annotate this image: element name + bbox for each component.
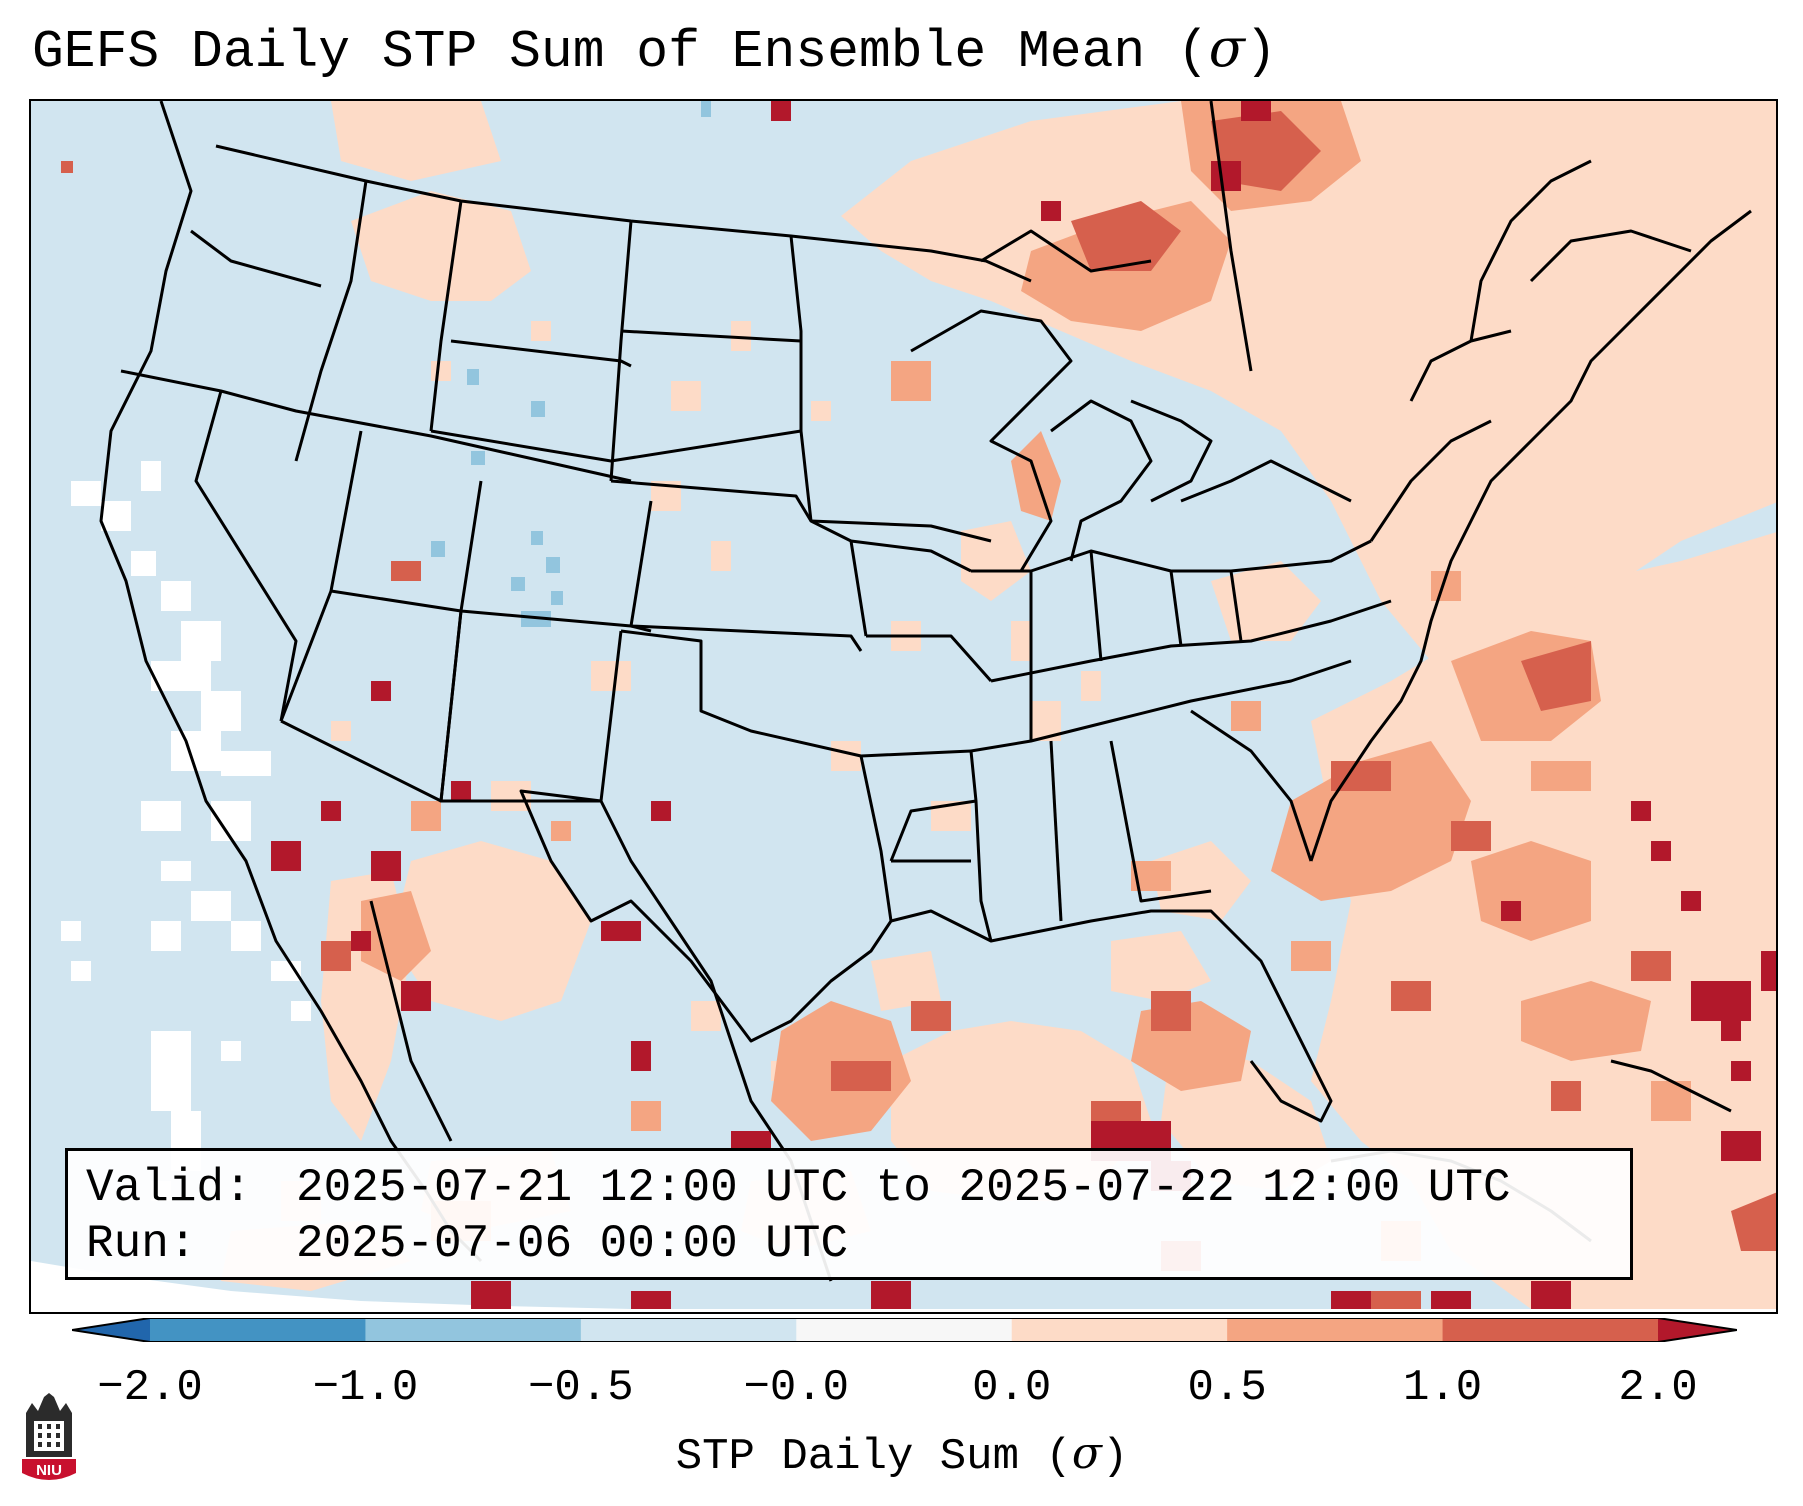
logo-shield [22, 1459, 76, 1480]
colorbar-over-extension [1658, 1318, 1737, 1342]
colorbar-bin-1 [365, 1318, 582, 1342]
colorbar-tick-label: −1.0 [312, 1363, 419, 1413]
map-panel [29, 99, 1778, 1314]
colorbar-tick-label: 0.0 [972, 1363, 1052, 1413]
colorbar-tick-label: −0.5 [528, 1363, 634, 1413]
colorbar-tick-label: 0.5 [1187, 1363, 1267, 1413]
valid-value: 2025-07-21 12:00 UTC to 2025-07-22 12:00… [296, 1162, 1511, 1214]
validity-info-box: Valid: 2025-07-21 12:00 UTC to 2025-07-2… [65, 1148, 1633, 1280]
valid-time-line: Valid: 2025-07-21 12:00 UTC to 2025-07-2… [86, 1162, 1511, 1214]
colorbar-label: STP Daily Sum (σ) [675, 1428, 1129, 1482]
colorbar-under-extension [72, 1318, 150, 1342]
colorbar-tick-label: 1.0 [1402, 1363, 1483, 1413]
colorbar-bin-4 [1011, 1318, 1228, 1342]
colorbar-tick-label: 2.0 [1618, 1363, 1698, 1413]
valid-label: Valid: [86, 1162, 252, 1214]
colorbar-bins [150, 1318, 1659, 1342]
colorbar-tick-label: −0.0 [743, 1363, 850, 1413]
colorbar [72, 1318, 1737, 1342]
map-canvas [31, 101, 1776, 1312]
run-label: Run: [86, 1218, 197, 1270]
run-time-line: Run: 2025-07-06 00:00 UTC [86, 1218, 848, 1270]
colorbar-bin-3 [796, 1318, 1013, 1342]
colorbar-tick-label: −2.0 [97, 1363, 203, 1413]
colorbar-bin-0 [150, 1318, 366, 1342]
niu-logo: NIU [22, 1393, 76, 1480]
chart-title: GEFS Daily STP Sum of Ensemble Mean (σ) [32, 18, 1277, 82]
colorbar-bin-5 [1227, 1318, 1444, 1342]
run-value: 2025-07-06 00:00 UTC [296, 1218, 849, 1270]
logo-text: NIU [36, 1462, 62, 1479]
colorbar-bin-6 [1442, 1318, 1659, 1342]
colorbar-bin-2 [580, 1318, 797, 1342]
